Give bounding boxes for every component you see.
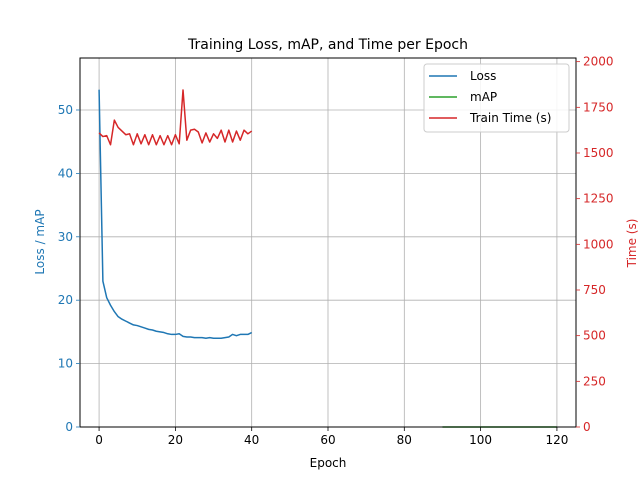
left-y-tick-label: 20: [58, 293, 73, 307]
right-y-tick-label: 750: [583, 283, 606, 297]
left-y-axis-label: Loss / mAP: [33, 209, 47, 274]
right-y-tick-label: 1500: [583, 146, 614, 160]
left-y-tick-label: 40: [58, 166, 73, 180]
series-line-loss: [98, 89, 253, 339]
x-tick-label: 60: [320, 433, 335, 447]
left-y-tick-label: 0: [65, 420, 73, 434]
x-axis: 0 20 40 60 80 100 120: [95, 427, 568, 447]
right-y-axis: 0 250 500 750 1000 1250 1500 1750 2000: [576, 55, 614, 434]
legend-label-map: mAP: [470, 90, 497, 104]
legend: Loss mAP Train Time (s): [423, 63, 570, 133]
legend-box: [423, 63, 570, 133]
left-y-axis: 0 10 20 30 40 50: [58, 103, 80, 434]
chart-title: Training Loss, mAP, and Time per Epoch: [187, 37, 468, 53]
legend-label-train-time: Train Time (s): [469, 111, 551, 125]
right-y-tick-label: 1750: [583, 100, 614, 114]
x-tick-label: 40: [244, 433, 259, 447]
x-axis-label: Epoch: [310, 456, 347, 470]
x-tick-label: 80: [397, 433, 412, 447]
x-tick-label: 20: [168, 433, 183, 447]
x-tick-label: 120: [545, 433, 568, 447]
right-y-axis-label: Time (s): [625, 219, 639, 269]
legend-label-loss: Loss: [470, 69, 496, 83]
left-y-tick-label: 10: [58, 357, 73, 371]
right-y-tick-label: 2000: [583, 55, 614, 69]
right-y-tick-label: 0: [583, 420, 591, 434]
right-y-tick-label: 1000: [583, 237, 614, 251]
right-y-tick-label: 500: [583, 329, 606, 343]
x-tick-label: 0: [95, 433, 103, 447]
right-y-tick-label: 250: [583, 374, 606, 388]
series-line-train-time-s: [98, 89, 253, 146]
x-tick-label: 100: [469, 433, 492, 447]
right-y-tick-label: 1250: [583, 192, 614, 206]
left-y-tick-label: 30: [58, 230, 73, 244]
left-y-tick-label: 50: [58, 103, 73, 117]
